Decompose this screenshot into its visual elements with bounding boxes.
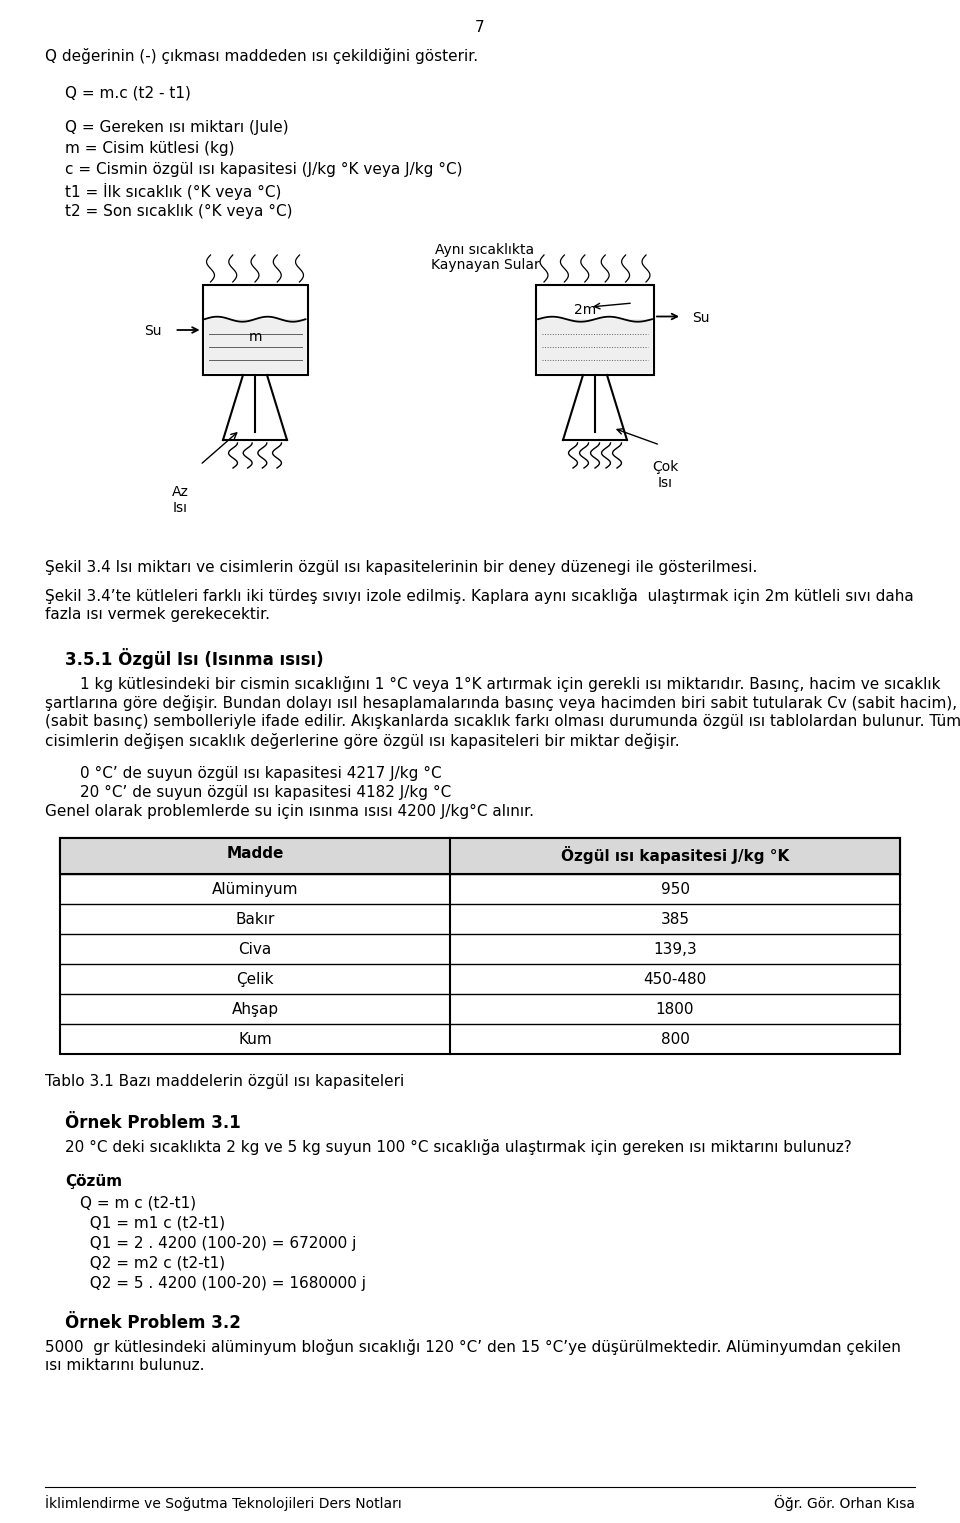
Text: 385: 385 [660,912,689,928]
Text: Bakır: Bakır [235,912,275,928]
Text: şartlarına göre değişir. Bundan dolayı ısıl hesaplamalarında basınç veya hacimde: şartlarına göre değişir. Bundan dolayı ı… [45,694,960,711]
Text: 1800: 1800 [656,1002,694,1017]
Text: 1 kg kütlesindeki bir cismin sıcaklığını 1 °C veya 1°K artırmak için gerekli ısı: 1 kg kütlesindeki bir cismin sıcaklığını… [80,676,941,691]
Text: İklimlendirme ve Soğutma Teknolojileri Ders Notları: İklimlendirme ve Soğutma Teknolojileri D… [45,1496,401,1511]
Text: m = Cisim kütlesi (kg): m = Cisim kütlesi (kg) [65,142,234,155]
Text: 800: 800 [660,1033,689,1046]
Bar [204,320,305,373]
Text: Şekil 3.4’te kütleleri farklı iki türdeş sıvıyı izole edilmiş. Kaplara aynı sıca: Şekil 3.4’te kütleleri farklı iki türdeş… [45,588,914,605]
Text: 20 °C deki sıcaklıkta 2 kg ve 5 kg suyun 100 °C sıcaklığa ulaştırmak için gereke: 20 °C deki sıcaklıkta 2 kg ve 5 kg suyun… [65,1139,852,1154]
Text: fazla ısı vermek gerekecektir.: fazla ısı vermek gerekecektir. [45,608,270,621]
Text: m: m [249,330,262,344]
Text: t1 = İlk sıcaklık (°K veya °C): t1 = İlk sıcaklık (°K veya °C) [65,183,281,200]
Text: 2m: 2m [574,303,596,317]
Text: Alüminyum: Alüminyum [212,882,299,897]
Text: Isı: Isı [173,501,187,515]
Text: Öğr. Gör. Orhan Kısa: Öğr. Gör. Orhan Kısa [774,1496,915,1511]
Text: Madde: Madde [227,845,284,860]
Text: Q2 = 5 . 4200 (100-20) = 1680000 j: Q2 = 5 . 4200 (100-20) = 1680000 j [80,1276,366,1292]
Text: Q değerinin (-) çıkması maddeden ısı çekildiğini gösterir.: Q değerinin (-) çıkması maddeden ısı çek… [45,49,478,64]
Text: Aynı sıcaklıkta: Aynı sıcaklıkta [436,244,535,257]
Bar [60,838,900,874]
Text: 5000  gr kütlesindeki alüminyum bloğun sıcaklığı 120 °C’ den 15 °C’ye düşürülmek: 5000 gr kütlesindeki alüminyum bloğun sı… [45,1339,900,1355]
Text: 7: 7 [475,20,485,35]
Text: Q = m.c (t2 - t1): Q = m.c (t2 - t1) [65,85,191,101]
Text: Civa: Civa [238,943,272,956]
Text: Q1 = 2 . 4200 (100-20) = 672000 j: Q1 = 2 . 4200 (100-20) = 672000 j [80,1237,356,1250]
Text: 950: 950 [660,882,689,897]
Bar [536,285,654,375]
Bar [538,320,652,373]
Text: Çözüm: Çözüm [65,1174,122,1189]
Text: Örnek Problem 3.1: Örnek Problem 3.1 [65,1113,241,1132]
Text: Kaynayan Sular: Kaynayan Sular [431,257,540,273]
Text: Tablo 3.1 Bazı maddelerin özgül ısı kapasiteleri: Tablo 3.1 Bazı maddelerin özgül ısı kapa… [45,1074,404,1089]
Text: Su: Su [144,324,161,338]
Text: Q = m c (t2-t1): Q = m c (t2-t1) [80,1196,196,1211]
Text: 0 °C’ de suyun özgül ısı kapasitesi 4217 J/kg °C: 0 °C’ de suyun özgül ısı kapasitesi 4217… [80,766,442,781]
Text: t2 = Son sıcaklık (°K veya °C): t2 = Son sıcaklık (°K veya °C) [65,204,293,219]
Bar [60,838,900,1054]
Text: Kum: Kum [238,1033,272,1046]
Text: Az: Az [172,484,188,500]
Text: c = Cismin özgül ısı kapasitesi (J/kg °K veya J/kg °C): c = Cismin özgül ısı kapasitesi (J/kg °K… [65,161,463,177]
Text: Şekil 3.4 Isı miktarı ve cisimlerin özgül ısı kapasitelerinin bir deney düzenegi: Şekil 3.4 Isı miktarı ve cisimlerin özgü… [45,560,757,576]
Text: Özgül ısı kapasitesi J/kg °K: Özgül ısı kapasitesi J/kg °K [561,845,789,864]
Text: Q2 = m2 c (t2-t1): Q2 = m2 c (t2-t1) [80,1256,226,1272]
Text: 3.5.1 Özgül Isı (Isınma ısısı): 3.5.1 Özgül Isı (Isınma ısısı) [65,647,324,669]
Text: 20 °C’ de suyun özgül ısı kapasitesi 4182 J/kg °C: 20 °C’ de suyun özgül ısı kapasitesi 418… [80,784,451,800]
Text: (sabit basınç) sembolleriyle ifade edilir. Akışkanlarda sıcaklık farkı olması du: (sabit basınç) sembolleriyle ifade edili… [45,714,960,730]
Text: Q1 = m1 c (t2-t1): Q1 = m1 c (t2-t1) [80,1215,226,1231]
Text: cisimlerin değişen sıcaklık değerlerine göre özgül ısı kapasiteleri bir miktar d: cisimlerin değişen sıcaklık değerlerine … [45,733,680,749]
Text: Örnek Problem 3.2: Örnek Problem 3.2 [65,1314,241,1333]
Text: Q = Gereken ısı miktarı (Jule): Q = Gereken ısı miktarı (Jule) [65,120,289,136]
Text: ısı miktarını bulunuz.: ısı miktarını bulunuz. [45,1359,204,1374]
Bar [203,285,307,375]
Text: Çelik: Çelik [236,972,274,987]
Text: 139,3: 139,3 [653,943,697,956]
Text: 450-480: 450-480 [643,972,707,987]
Text: Isı: Isı [658,477,673,490]
Text: Su: Su [692,311,709,324]
Text: Çok: Çok [652,460,678,474]
Text: Ahşap: Ahşap [231,1002,278,1017]
Text: Genel olarak problemlerde su için ısınma ısısı 4200 J/kg°C alınır.: Genel olarak problemlerde su için ısınma… [45,804,534,819]
